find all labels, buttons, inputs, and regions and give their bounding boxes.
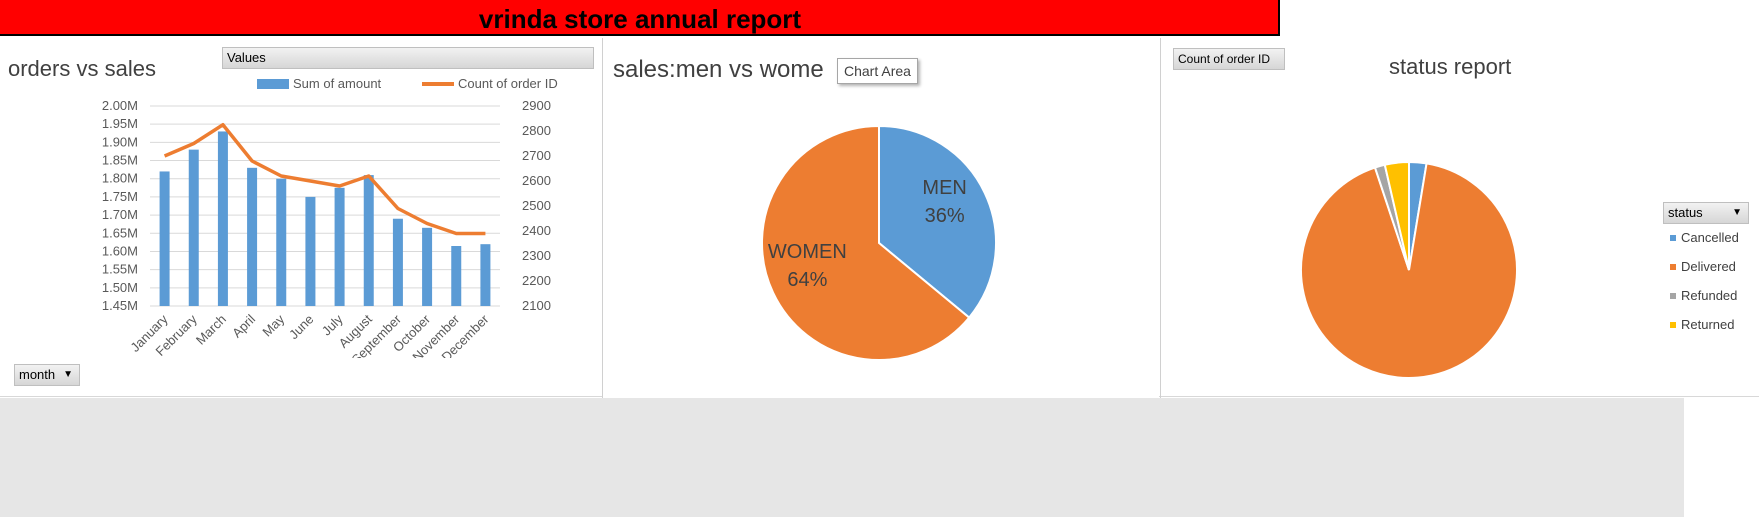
status-pie-svg: Cancelled Delivered Refunded Returned: [1300, 160, 1739, 379]
pie-pct-men: 36%: [925, 205, 965, 227]
bar-september: [392, 218, 403, 306]
left-tick-label: 1.75M: [102, 189, 138, 204]
bar-may: [276, 178, 287, 306]
orders-bars: [159, 131, 491, 306]
bar-august: [363, 175, 374, 306]
panel-divider: [602, 38, 603, 398]
bar-november: [451, 246, 462, 306]
status-report-panel[interactable]: Count of order ID status report status ▼…: [1161, 38, 1759, 396]
legend-label-amount: Sum of amount: [293, 76, 382, 91]
left-tick-label: 1.55M: [102, 262, 138, 277]
right-tick-label: 2300: [522, 248, 551, 263]
right-tick-label: 2200: [522, 273, 551, 288]
report-header: [0, 0, 1280, 36]
legend-swatch-refunded: [1670, 293, 1676, 299]
legend-swatch-cancelled: [1670, 235, 1676, 241]
legend-swatch-delivered: [1670, 264, 1676, 270]
bar-july: [334, 187, 345, 306]
report-title: vrinda store annual report: [478, 4, 802, 34]
right-tick-label: 2800: [522, 123, 551, 138]
orders-gridlines: [150, 105, 500, 307]
left-tick-label: 1.60M: [102, 243, 138, 258]
right-tick-label: 2400: [522, 223, 551, 238]
bar-october: [422, 227, 433, 306]
orders-legend: Sum of amount Count of order ID: [257, 76, 558, 91]
month-filter-label: month: [19, 367, 56, 382]
pie-label-men: MEN: [922, 177, 966, 199]
category-label: May: [259, 311, 287, 339]
category-label: June: [286, 312, 317, 343]
orders-vs-sales-panel[interactable]: orders vs sales Values month ▼ Sum of am…: [2, 38, 602, 396]
left-tick-label: 1.65M: [102, 225, 138, 240]
left-tick-label: 1.45M: [102, 298, 138, 313]
left-tick-label: 1.95M: [102, 116, 138, 131]
status-slice-returned: [1383, 160, 1410, 271]
orders-chart-svg: Sum of amount Count of order ID 1.45M 1.50…: [102, 76, 558, 358]
gender-chart-title: sales:men vs wome: [613, 56, 824, 83]
left-tick-label: 1.70M: [102, 207, 138, 222]
right-tick-label: 2600: [522, 173, 551, 188]
gender-sales-panel[interactable]: sales:men vs wome Chart Area MEN 36% WOMEN…: [603, 38, 1159, 398]
month-filter-button[interactable]: month ▼: [14, 364, 80, 386]
legend-label-returned: Returned: [1681, 317, 1734, 332]
left-tick-label: 1.90M: [102, 134, 138, 149]
legend-swatch-returned: [1670, 322, 1676, 328]
category-label: April: [229, 311, 258, 340]
right-tick-label: 2100: [522, 298, 551, 313]
left-tick-label: 1.85M: [102, 153, 138, 168]
legend-label-orders: Count of order ID: [458, 76, 558, 91]
left-tick-label: 1.80M: [102, 171, 138, 186]
chart-area-tooltip: Chart Area: [837, 58, 918, 84]
chevron-down-icon: ▼: [63, 369, 73, 380]
gender-slice-men: [878, 124, 997, 319]
left-tick-label: 2.00M: [102, 98, 138, 113]
gender-pie: MEN 36% WOMEN 64%: [761, 124, 997, 361]
bar-february: [188, 149, 199, 306]
orders-count-line: [163, 123, 486, 236]
count-order-id-button[interactable]: Count of order ID: [1173, 48, 1285, 70]
status-slice-delivered: [1300, 162, 1518, 379]
bar-january: [159, 171, 170, 306]
status-legend: Cancelled Delivered Refunded Returned: [1670, 230, 1739, 332]
pie-pct-women: 64%: [787, 269, 827, 291]
orders-line: [163, 123, 486, 236]
left-tick-label: 1.50M: [102, 280, 138, 295]
panel-divider: [1160, 38, 1161, 398]
gender-pie-svg: MEN 36% WOMEN 64%: [761, 124, 997, 361]
status-chart-title: status report: [1389, 54, 1512, 79]
bar-april: [247, 167, 258, 306]
gender-slice-women: [761, 124, 971, 361]
bar-march: [217, 131, 228, 306]
legend-label-cancelled: Cancelled: [1681, 230, 1739, 245]
right-tick-label: 2500: [522, 198, 551, 213]
right-tick-label: 2700: [522, 148, 551, 163]
status-legend-button[interactable]: status ▼: [1663, 202, 1749, 224]
values-field-button[interactable]: Values: [222, 47, 594, 69]
orders-chart-title: orders vs sales: [8, 56, 156, 81]
bar-december: [480, 244, 491, 306]
status-pie: [1300, 160, 1518, 379]
orders-left-axis: 1.45M 1.50M 1.55M 1.60M 1.65M 1.70M 1.75M 1.80M…: [102, 98, 138, 313]
legend-label-delivered: Delivered: [1681, 259, 1736, 274]
status-legend-label: status: [1668, 205, 1703, 220]
sheet-empty-area: [0, 398, 1684, 517]
pie-label-women: WOMEN: [768, 241, 847, 263]
orders-right-axis: 2100 2200 2300 2400 2500 2600 2700 2800 2900: [522, 98, 551, 313]
chevron-down-icon: ▼: [1732, 207, 1742, 218]
bar-june: [305, 196, 316, 306]
legend-swatch-amount: [257, 79, 289, 89]
legend-label-refunded: Refunded: [1681, 288, 1737, 303]
right-tick-label: 2900: [522, 98, 551, 113]
category-label: March: [193, 312, 229, 348]
